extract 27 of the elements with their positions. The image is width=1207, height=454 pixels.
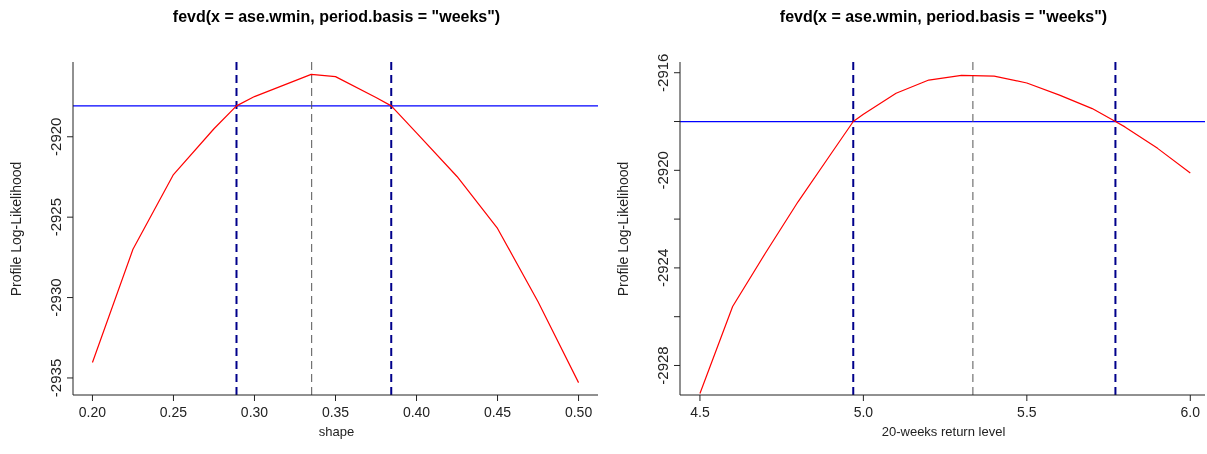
y-tick-label: -2930 [47,278,64,317]
y-tick-label: -2935 [47,358,64,398]
x-axis-title: shape [317,424,356,439]
y-tick-label: -2920 [47,117,64,156]
line-series [91,73,580,384]
y-tick-label: -2920 [654,151,671,190]
x-tick-label: 0.30 [240,404,269,420]
y-tick-label: -2916 [654,53,671,92]
x-tick-label: 0.50 [564,404,593,420]
y-tick-label: -2925 [47,197,64,237]
chart-title: fevd(x = ase.wmin, period.basis = "weeks") [171,8,502,26]
x-tick-label: 0.25 [159,404,188,420]
chart-title: fevd(x = ase.wmin, period.basis = "weeks") [778,8,1109,26]
x-tick-label: 5.0 [853,404,874,420]
y-tick-label: -2924 [654,248,671,288]
x-axis-title: 20-weeks return level [880,424,1007,439]
y-axis-title: Profile Log-Likelihood [8,161,25,296]
x-tick-label: 6.0 [1180,404,1201,420]
x-tick-label: 5.5 [1017,404,1037,420]
x-tick-label: 0.45 [483,404,512,420]
line-series [699,74,1191,395]
x-tick-label: 0.20 [78,404,107,420]
x-tick-label: 0.35 [321,404,350,420]
x-tick-label: 4.5 [690,404,710,420]
x-tick-label: 0.40 [402,404,431,420]
y-tick-label: -2928 [654,346,671,385]
y-axis-title: Profile Log-Likelihood [615,161,632,296]
